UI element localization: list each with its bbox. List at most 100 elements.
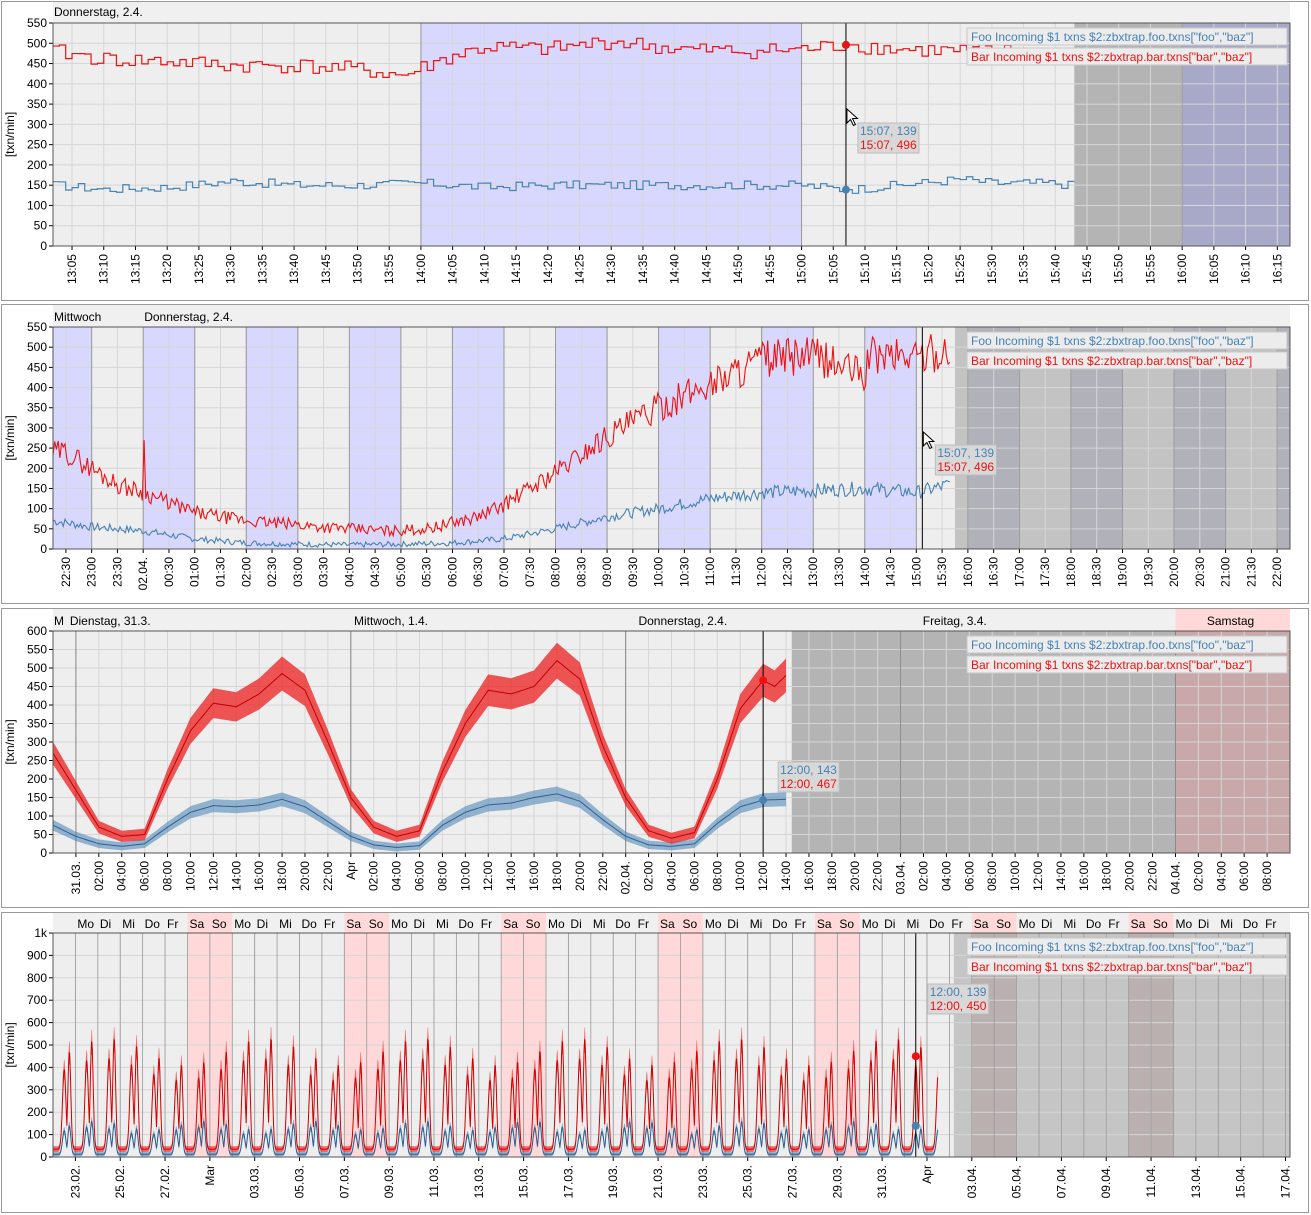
tooltip-bar-value: 15:07, 496 <box>860 138 917 152</box>
y-tick-label: 400 <box>27 77 47 91</box>
weekday-label: Mi <box>436 917 449 931</box>
x-tick-label: 06:30 <box>471 557 485 587</box>
weekend-header-band <box>523 913 547 933</box>
legend-item-foo <box>966 635 1288 654</box>
x-tick-label: Mar <box>203 1165 217 1186</box>
weekend-header-band <box>971 913 995 933</box>
weekday-label: Mi <box>122 917 135 931</box>
y-tick-label: 350 <box>27 401 47 415</box>
y-tick-label: 0 <box>40 1150 47 1164</box>
weekday-label: Do <box>145 917 161 931</box>
y-tick-label: 1k <box>34 926 48 940</box>
x-tick-label: 18:30 <box>1090 557 1104 587</box>
hover-tooltip <box>927 983 990 1015</box>
legend-item-bar <box>966 351 1288 370</box>
weekday-label: Mo <box>862 917 879 931</box>
x-tick-label: 22:30 <box>59 557 73 587</box>
x-tick-label: 16:15 <box>1270 254 1284 284</box>
x-tick-label: 08:00 <box>435 861 449 891</box>
y-tick-label: 550 <box>27 320 47 334</box>
chart-1[interactable]: [txn/min] 0 50 100 150 200 250 300 350 400 450 500 5… <box>2 2 1308 300</box>
weekday-label: Di <box>100 917 111 931</box>
y-tick-label: 550 <box>27 643 47 657</box>
x-tick-label: 18:00 <box>1100 861 1114 891</box>
day-label: Dienstag, 31.3. <box>70 614 151 628</box>
y-tick-label: 100 <box>27 809 47 823</box>
y-tick-label: 350 <box>27 97 47 111</box>
y-tick-label: 500 <box>27 340 47 354</box>
y-tick-label: 100 <box>27 502 47 516</box>
y-axis-label: [txn/min] <box>3 415 17 460</box>
x-tick-label: 10:00 <box>458 861 472 891</box>
legend-label-bar: Bar Incoming $1 txns $2:zbxtrap.bar.txns… <box>971 658 1252 672</box>
chart-4[interactable]: [txn/min] Mo Di Mi Do Fr Sa So Mo Di Mi Do Fr Sa So Mo D… <box>2 913 1308 1212</box>
x-tick-label: 12:00 <box>756 861 770 891</box>
chart-2[interactable]: [txn/min] 0 50 100 150 200 250 300 350 400 450 500 5… <box>2 305 1308 603</box>
weekday-label: Mi <box>750 917 763 931</box>
weekday-label: Di <box>1041 917 1052 931</box>
x-tick-label: 13:30 <box>224 254 238 284</box>
header-band <box>53 609 1290 631</box>
x-tick-label: 15:10 <box>858 254 872 284</box>
legend-item-bar <box>966 957 1288 976</box>
weekday-label: Mo <box>391 917 408 931</box>
series-foo-line <box>52 793 787 848</box>
y-tick-label: 0 <box>40 542 47 556</box>
x-tick-label: 03:30 <box>317 557 331 587</box>
x-tick-label: 22:00 <box>596 861 610 891</box>
weekday-label: Fr <box>638 917 649 931</box>
weekend-header-band <box>1175 609 1290 631</box>
x-tick-label: 08:00 <box>549 557 563 587</box>
legend-item-foo <box>966 27 1288 46</box>
x-tick-label: 11:00 <box>703 557 717 586</box>
x-tick-label: 20:00 <box>848 861 862 891</box>
hover-tooltip <box>934 444 997 476</box>
y-tick-label: 600 <box>27 1016 47 1030</box>
weekday-label: So <box>212 917 227 931</box>
x-tick-label: 23.02. <box>68 1165 82 1198</box>
day-label: Donnerstag, 2.4. <box>54 5 143 19</box>
weekend-header-band <box>814 913 838 933</box>
weekend-header-band <box>1151 913 1174 933</box>
y-tick-label: 250 <box>27 138 47 152</box>
weekday-label: Di <box>1198 917 1209 931</box>
legend-item-foo <box>966 937 1288 956</box>
weekend-header-band <box>187 913 210 933</box>
chart-3[interactable]: [txn/min] 0 50 100 150 200 250 300 350 400 450 500 5… <box>2 609 1308 907</box>
x-tick-label: 15:20 <box>921 254 935 284</box>
weekday-label: Do <box>929 917 945 931</box>
x-tick-label: 20:30 <box>1193 557 1207 587</box>
y-tick-label: 50 <box>34 219 48 233</box>
legend-item-bar <box>966 47 1288 66</box>
legend-item-bar <box>966 655 1288 674</box>
day-label: Donnerstag, 2.4. <box>144 310 233 324</box>
y-tick-label: 600 <box>27 624 47 638</box>
x-tick-label: 14:50 <box>731 254 745 284</box>
x-tick-label: 13:15 <box>128 254 142 284</box>
x-tick-label: 16:05 <box>1207 254 1221 284</box>
x-tick-label: 15:50 <box>1112 254 1126 284</box>
series-bar-band <box>53 642 786 844</box>
x-tick-label: 08:30 <box>574 557 588 587</box>
hover-tooltip <box>857 122 920 154</box>
x-tick-label: 09:30 <box>626 557 640 587</box>
x-tick-label: 16:10 <box>1239 254 1253 284</box>
x-tick-label: 13:30 <box>832 557 846 587</box>
weekday-label: Mi <box>907 917 920 931</box>
y-tick-label: 200 <box>27 772 47 786</box>
y-tick-label: 400 <box>27 698 47 712</box>
weekend-header-band <box>837 913 860 933</box>
weekday-label: Sa <box>189 917 204 931</box>
x-tick-label: 13:20 <box>160 254 174 284</box>
hover-tooltip <box>777 761 840 793</box>
series-foo-line <box>53 176 1075 194</box>
x-tick-label: 02:30 <box>265 557 279 587</box>
weekend-header-band <box>209 913 233 933</box>
x-tick-label: 20:00 <box>573 861 587 891</box>
x-tick-label: 06:00 <box>687 861 701 891</box>
tooltip-bar-value: 15:07, 496 <box>937 460 994 474</box>
x-tick-label: 22:00 <box>871 861 885 891</box>
x-tick-label: 13.03. <box>472 1165 486 1198</box>
x-tick-label: 04:30 <box>368 557 382 587</box>
x-tick-label: 14:00 <box>1054 861 1068 891</box>
